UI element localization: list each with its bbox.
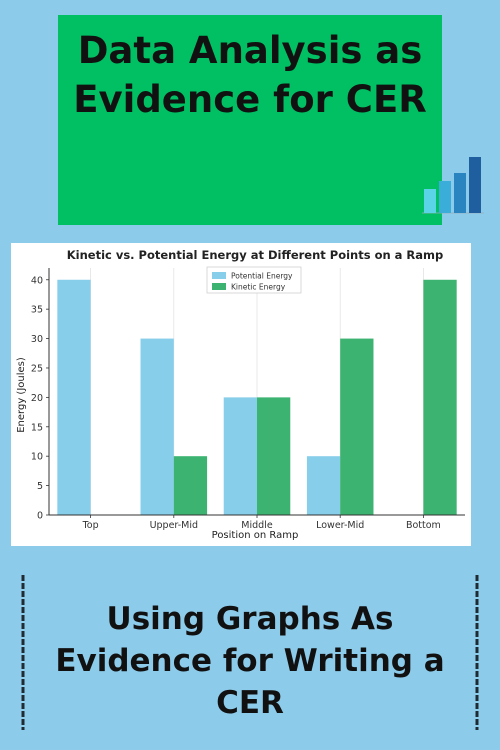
bar-kinetic <box>257 397 291 515</box>
legend-swatch <box>212 283 226 290</box>
mini-chart-bar <box>439 181 451 213</box>
y-tick-label: 20 <box>31 393 43 404</box>
bar-kinetic <box>423 279 457 515</box>
right-decorative-line <box>475 575 479 730</box>
y-tick-label: 0 <box>37 511 43 522</box>
y-tick-label: 15 <box>31 422 43 433</box>
mini-chart-bar <box>469 157 481 213</box>
y-tick-label: 35 <box>31 305 43 316</box>
bar-kinetic <box>173 456 208 515</box>
legend-swatch <box>212 272 226 279</box>
x-tick-label: Upper-Mid <box>150 520 198 531</box>
x-tick-label: Middle <box>241 520 273 531</box>
chart-legend: Potential Energy Kinetic Energy <box>206 266 302 294</box>
x-tick-label: Bottom <box>406 520 441 531</box>
y-tick-label: 30 <box>31 334 43 345</box>
y-axis-label: Energy (Joules) <box>16 357 27 433</box>
chart-title: Kinetic vs. Potential Energy at Differen… <box>67 248 444 262</box>
chart-panel: Kinetic vs. Potential Energy at Differen… <box>11 243 471 546</box>
y-tick-label: 10 <box>31 452 43 463</box>
x-tick-label: Lower-Mid <box>316 520 364 531</box>
bar-potential <box>223 397 257 515</box>
title-badge <box>58 15 442 225</box>
left-decorative-line <box>21 575 25 730</box>
y-tick-label: 40 <box>31 275 43 286</box>
page-title: Data Analysis as Evidence for CER <box>73 29 427 121</box>
decorative-bar-chart-icon <box>422 157 484 214</box>
bar-potential <box>140 338 174 515</box>
energy-bar-chart: Kinetic vs. Potential Energy at Differen… <box>16 248 465 541</box>
bar-potential <box>57 279 91 515</box>
mini-chart-bar <box>454 173 466 213</box>
y-tick-label: 25 <box>31 363 43 374</box>
x-axis-label: Position on Ramp <box>212 530 299 541</box>
y-tick-label: 5 <box>37 481 43 492</box>
legend-label: Potential Energy <box>231 272 293 281</box>
legend-label: Kinetic Energy <box>231 283 286 292</box>
x-tick-label: Top <box>82 520 99 531</box>
bar-kinetic <box>340 338 374 515</box>
mini-chart-bar <box>424 189 436 213</box>
bar-potential <box>306 456 341 515</box>
page-subtitle: Using Graphs As Evidence for Writing a C… <box>55 601 445 721</box>
